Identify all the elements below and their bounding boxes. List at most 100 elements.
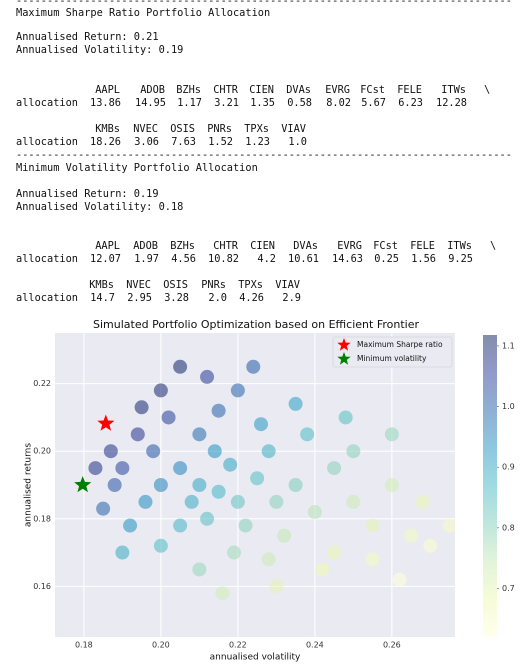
scatter-point (230, 383, 245, 398)
column-header: CHTR (213, 240, 239, 252)
scatter-point (130, 427, 145, 442)
scatter-point (96, 501, 111, 516)
scatter-point (288, 478, 303, 492)
x-axis-label: annualised volatility (210, 653, 301, 663)
scatter-point (327, 461, 342, 476)
scatter-point (153, 383, 168, 398)
column-header: CIEN (249, 84, 274, 96)
cell-value: 9.25 (448, 253, 473, 265)
scatter-points (88, 359, 455, 601)
scatter-point (227, 545, 242, 560)
separator: ----------------------------------------… (16, 149, 512, 161)
cell-value: 4.56 (171, 253, 196, 265)
column-header: PNRs (207, 123, 232, 135)
colorbar (483, 335, 497, 637)
legend-swatch (337, 352, 351, 365)
cell-value: 7.63 (171, 136, 196, 148)
cell-value: 6.23 (398, 97, 423, 109)
x-tick-label: 0.20 (152, 641, 170, 650)
cell-value: 8.02 (326, 97, 351, 109)
highlight-star (97, 414, 115, 431)
column-header: BZHs (176, 84, 201, 96)
scatter-point (230, 494, 245, 509)
row-label: allocation (16, 292, 78, 304)
legend-box (332, 336, 453, 368)
cell-value: 13.86 (90, 97, 121, 109)
y-axis-label: annualised returns (24, 443, 34, 527)
scatter-point (200, 369, 215, 384)
y-tick-label: 0.20 (33, 447, 51, 456)
scatter-point (103, 444, 118, 459)
column-header: ADOB (140, 84, 165, 96)
cell-value: 2.95 (127, 292, 152, 304)
y-tick-label: 0.18 (33, 514, 51, 523)
scatter-point (253, 417, 268, 432)
column-header: EVRG (337, 240, 362, 252)
cell-value: 12.28 (436, 97, 467, 109)
cell-value: 0.58 (287, 97, 312, 109)
column-header: DVAs (286, 84, 311, 96)
cell-value: 1.23 (245, 136, 270, 148)
scatter-point (288, 396, 303, 411)
scatter-point (192, 427, 207, 442)
cell-value: 2.9 (282, 292, 301, 304)
column-header: OSIS (163, 279, 188, 291)
column-header: BZHs (170, 240, 195, 252)
scatter-point (442, 518, 455, 533)
cell-value: 1.35 (250, 97, 275, 109)
scatter-point (404, 528, 419, 543)
scatter-point (192, 562, 207, 577)
scatter-point (300, 427, 315, 442)
cell-value: 5.67 (361, 97, 386, 109)
scatter-point (250, 471, 265, 486)
column-header: PNRs (201, 279, 226, 291)
scatter-point (269, 494, 284, 509)
cell-value: 1.97 (134, 253, 159, 265)
cell-value: 4.2 (257, 253, 276, 265)
y-tick-label: 0.16 (33, 582, 51, 591)
cell-value: 1.56 (411, 253, 436, 265)
scatter-point (261, 552, 276, 567)
scatter-point (115, 461, 130, 476)
cell-value: 14.63 (332, 253, 363, 265)
scatter-point (207, 444, 222, 459)
cell-value: 18.26 (90, 136, 121, 148)
scatter-point (138, 494, 153, 509)
legend-swatch (337, 338, 351, 351)
scatter-point (269, 579, 284, 594)
scatter-point (107, 478, 122, 492)
x-tick-label: 0.22 (229, 641, 247, 650)
scatter-point (153, 538, 168, 553)
scatter-point (392, 572, 407, 587)
cell-value: 10.61 (288, 253, 319, 265)
scatter-point (365, 518, 380, 533)
colorbar-tick-label: 1.1 (502, 341, 515, 350)
colorbar-tick-label: 0.9 (502, 463, 515, 472)
legend-label: Minimum volatility (357, 354, 427, 363)
continuation-mark: \ (490, 240, 496, 252)
scatter-point (223, 457, 238, 472)
scatter-point (327, 545, 342, 560)
scatter-point (184, 494, 199, 509)
column-header: ADOB (133, 240, 158, 252)
cell-value: 3.21 (214, 97, 239, 109)
section-title: Minimum Volatility Portfolio Allocation (16, 162, 258, 174)
cell-value: 3.28 (164, 292, 189, 304)
scatter-point (115, 545, 130, 560)
scatter-point (173, 359, 188, 374)
column-header: FELE (410, 240, 435, 252)
scatter-point (384, 478, 399, 492)
column-header: KMBs (95, 123, 120, 135)
column-header: DVAs (293, 240, 318, 252)
row-label: allocation (16, 253, 78, 265)
column-header: VIAV (275, 279, 300, 291)
scatter-point (146, 444, 161, 459)
column-header: TPXs (238, 279, 263, 291)
scatter-point (211, 403, 226, 418)
scatter-point (346, 494, 361, 509)
legend-label: Maximum Sharpe ratio (357, 340, 443, 349)
column-header: KMBs (89, 279, 114, 291)
cell-value: 1.0 (288, 136, 307, 148)
colorbar-tick-label: 0.8 (502, 523, 515, 532)
